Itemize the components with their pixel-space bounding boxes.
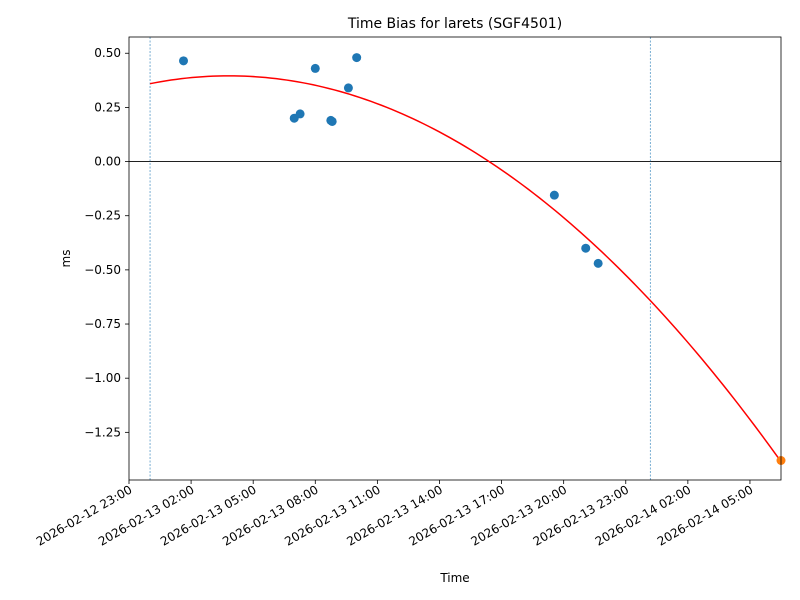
observation-point-6 <box>343 83 353 93</box>
plot-area <box>129 37 781 480</box>
y-tick-label-6: −1.00 <box>84 371 121 385</box>
observation-point-3 <box>310 63 320 73</box>
observation-point-0 <box>179 56 189 66</box>
y-tick-label-5: −0.75 <box>84 317 121 331</box>
y-tick-label-3: −0.25 <box>84 209 121 223</box>
y-tick-label-2: 0.00 <box>94 155 121 169</box>
chart-title: Time Bias for larets (SGF4501) <box>347 16 562 32</box>
y-axis-label: ms <box>59 250 73 268</box>
x-axis-label: Time <box>439 571 469 585</box>
y-axis: 0.50 0.25 0.00 −0.25 −0.50 −0.75 −1.00 −1.25 <box>84 46 129 439</box>
observation-point-2 <box>295 109 305 119</box>
y-tick-label-4: −0.50 <box>84 263 121 277</box>
plot-content <box>129 37 786 480</box>
fit-curve <box>149 75 782 463</box>
observation-point-10 <box>593 258 603 268</box>
y-tick-label-7: −1.25 <box>84 425 121 439</box>
observation-point-9 <box>581 243 591 253</box>
observation-point-5 <box>327 116 337 126</box>
y-tick-label-1: 0.25 <box>94 100 121 114</box>
observation-point-8 <box>549 190 559 200</box>
observation-point-7 <box>352 53 362 63</box>
y-tick-label-0: 0.50 <box>94 46 121 60</box>
axes-frame <box>128 36 782 481</box>
